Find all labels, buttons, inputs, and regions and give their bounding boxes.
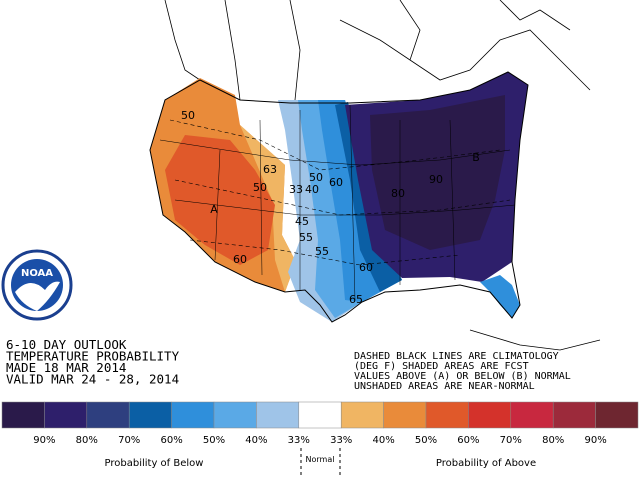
legend-label: 90% [33,435,55,446]
notes-text: DASHED BLACK LINES ARE CLIMATOLOGY(DEG F… [354,351,571,392]
logo-bird [15,281,60,311]
us-outline [149,71,529,323]
note-line: VALUES ABOVE (A) OR BELOW (B) NORMAL [354,371,571,382]
above-label: Probability of Above [436,458,536,469]
state-line [174,199,516,216]
state-line [159,139,511,166]
legend-swatch [1,401,45,429]
legend-swatch [510,401,554,429]
coast [499,0,571,31]
legend-label: 50% [203,435,225,446]
normal-label: Normal [306,455,335,464]
coast [399,0,421,61]
region-florida [480,275,520,318]
contour-label: 60 [359,261,373,274]
contour-label: 80 [391,187,405,200]
caribbean [469,329,601,351]
legend-label: 90% [584,435,606,446]
note-line: UNSHADED AREAS ARE NEAR-NORMAL [354,381,535,392]
legend-swatch [340,401,384,429]
legend-label: 80% [542,435,564,446]
legend-label: 33% [330,435,352,446]
canada-borders [164,0,601,351]
legend-label: 70% [118,435,140,446]
region-above-60 [165,135,275,265]
outlook-line: TEMPERATURE PROBABILITY [6,349,180,364]
contour-label: 50 [181,109,195,122]
legend-label: 40% [245,435,267,446]
contour-label: 45 [295,215,309,228]
legend-label: 60% [457,435,479,446]
legend-swatch [425,401,469,429]
state-lines [159,104,516,301]
note-line: DASHED BLACK LINES ARE CLIMATOLOGY [354,351,559,362]
contour-label: 50 [253,181,267,194]
legend-swatch [383,401,427,429]
isotherm [189,239,461,266]
region-below-70 [335,102,402,292]
legend-swatch [468,401,512,429]
legend-swatch [86,401,130,429]
contour-label: A [210,203,218,216]
contour-label: 55 [299,231,313,244]
legend-swatch [171,401,215,429]
outlook-line: 6-10 DAY OUTLOOK [6,337,127,352]
legend-label: 40% [372,435,394,446]
contour-label: 63 [263,163,277,176]
legend-label: 50% [415,435,437,446]
outlook-line: VALID MAR 24 - 28, 2014 [6,372,179,387]
legend-label: 70% [500,435,522,446]
coast [339,19,591,91]
legend: 90% 80% 70% 60% 50% 40% 33% 33% 40% 50% 60% 70% 80% 9… [1,401,639,446]
noaa-logo: NOAA [1,249,73,321]
note-line: (DEG F) SHADED AREAS ARE FCST [354,361,529,372]
contour-label: 55 [315,245,329,258]
contour-label: B [472,151,480,164]
below-label: Probability of Below [105,458,204,469]
contour-label: 60 [233,253,247,266]
legend-swatch [552,401,596,429]
border [289,0,301,101]
contour-label: 65 [349,293,363,306]
climatology-lines [169,119,511,266]
legend-label: 60% [160,435,182,446]
legend-label: 33% [288,435,310,446]
legend-swatch [128,401,172,429]
legend-swatch [595,401,639,429]
contour-label: 40 [305,183,319,196]
coast [164,0,201,81]
contour-label: 33 [289,183,303,196]
state-line [214,104,456,301]
legend-label: 80% [76,435,98,446]
legend-swatch [213,401,257,429]
contour-label: 90 [429,173,443,186]
border [224,0,241,101]
legend-swatch [256,401,300,429]
outlook-line: MADE 18 MAR 2014 [6,360,126,375]
legend-swatch [298,401,342,429]
logo-text: NOAA [21,268,53,279]
legend-swatch [44,401,88,429]
isotherm [174,179,511,216]
contour-label: 50 [309,171,323,184]
contour-label: 60 [329,176,343,189]
region-below-90 [370,95,505,250]
